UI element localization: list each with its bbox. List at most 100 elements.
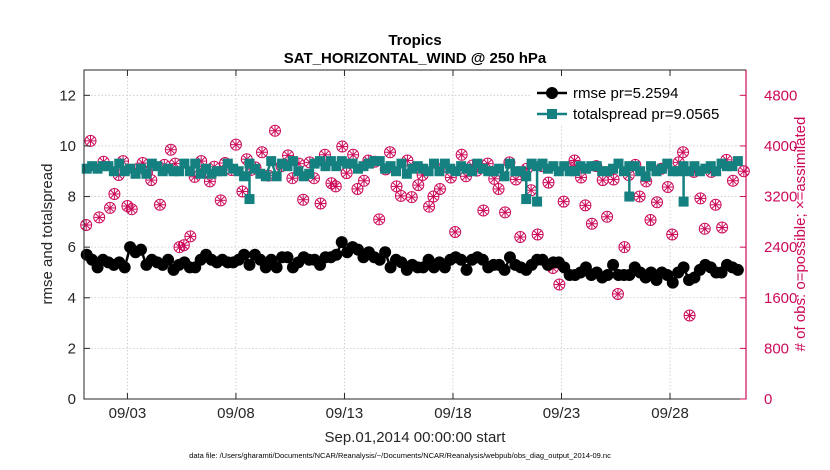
y2-tick-label: 4000 <box>764 138 797 155</box>
totalspread-marker <box>244 158 255 169</box>
obs-marker <box>286 172 299 185</box>
x-tick-label: 09/28 <box>651 405 689 422</box>
totalspread-marker <box>179 158 190 169</box>
x-tick-label: 09/18 <box>434 405 472 422</box>
obs-marker <box>384 146 397 159</box>
obs-possible-circle <box>93 211 106 224</box>
totalspread-marker <box>532 161 543 172</box>
obs-possible-circle <box>611 287 624 300</box>
y-tick-label: 0 <box>68 391 76 408</box>
totalspread-marker <box>114 158 125 169</box>
obs-possible-circle <box>542 176 555 189</box>
totalspread-marker <box>488 166 499 177</box>
y2-axis-label: # of obs: o=possible; ×=assimilated <box>792 117 809 352</box>
obs-possible-circle <box>492 182 505 195</box>
obs-marker <box>297 193 310 206</box>
obs-marker <box>601 210 614 223</box>
totalspread-marker <box>521 171 532 182</box>
obs-marker <box>433 182 446 195</box>
totalspread-marker <box>678 161 689 172</box>
totalspread-marker <box>92 163 103 174</box>
totalspread-marker <box>380 163 391 174</box>
rmse-marker <box>498 263 511 276</box>
obs-possible-circle <box>214 194 227 207</box>
obs-marker <box>661 181 674 194</box>
obs-possible-circle <box>553 278 566 291</box>
y2-tick-label: 1600 <box>764 290 797 307</box>
totalspread-marker <box>526 158 537 169</box>
totalspread-marker <box>418 163 429 174</box>
totalspread-marker <box>304 168 315 179</box>
obs-marker <box>314 197 327 210</box>
obs-marker <box>455 148 468 161</box>
legend-rmse-marker <box>546 87 558 99</box>
totalspread-marker <box>591 161 602 172</box>
totalspread-marker <box>510 166 521 177</box>
totalspread-marker <box>651 166 662 177</box>
totalspread-marker <box>461 163 472 174</box>
obs-marker <box>575 171 588 184</box>
obs-marker <box>579 199 592 212</box>
totalspread-marker <box>635 166 646 177</box>
chart-subtitle: SAT_HORIZONTAL_WIND @ 250 hPa <box>284 50 547 67</box>
obs-marker <box>427 190 440 203</box>
totalspread-marker <box>391 166 402 177</box>
totalspread-marker <box>336 156 347 167</box>
totalspread-marker <box>613 158 624 169</box>
y-tick-label: 12 <box>59 87 76 104</box>
totalspread-marker <box>249 163 260 174</box>
obs-marker <box>611 287 624 300</box>
totalspread-marker <box>266 156 277 167</box>
obs-marker <box>716 221 729 234</box>
obs-marker <box>694 192 707 205</box>
obs-possible-circle <box>726 174 739 187</box>
obs-possible-circle <box>325 177 338 190</box>
rmse-marker <box>162 253 175 266</box>
obs-marker <box>412 179 425 192</box>
x-tick-label: 09/08 <box>217 405 255 422</box>
totalspread-marker <box>271 171 282 182</box>
obs-marker <box>596 174 609 187</box>
obs-possible-circle <box>121 200 134 213</box>
obs-marker <box>203 175 216 188</box>
obs-marker <box>557 195 570 208</box>
obs-marker <box>351 182 364 195</box>
obs-possible-circle <box>607 173 620 186</box>
obs-possible-circle <box>455 148 468 161</box>
obs-possible-circle <box>644 213 657 226</box>
obs-marker <box>336 140 349 153</box>
obs-possible-circle <box>229 138 242 151</box>
obs-possible-circle <box>412 179 425 192</box>
totalspread-marker <box>331 161 342 172</box>
obs-possible-circle <box>568 154 581 167</box>
obs-possible-circle <box>694 192 707 205</box>
totalspread-marker <box>233 166 244 177</box>
totalspread-marker <box>722 161 733 172</box>
totalspread-marker <box>678 196 689 207</box>
totalspread-marker <box>667 166 678 177</box>
obs-marker <box>449 225 462 238</box>
obs-possible-circle <box>661 181 674 194</box>
totalspread-marker <box>618 166 629 177</box>
totalspread-marker <box>521 194 532 205</box>
obs-marker <box>108 188 121 201</box>
obs-possible-circle <box>104 201 117 214</box>
y-tick-label: 6 <box>68 239 76 256</box>
y2-tick-label: 2400 <box>764 239 797 256</box>
totalspread-marker <box>325 156 336 167</box>
rmse-marker <box>666 276 679 289</box>
totalspread-marker <box>407 163 418 174</box>
obs-marker <box>677 146 690 159</box>
data-file-footer: data file: /Users/gharamti/Documents/NCA… <box>189 451 611 460</box>
totalspread-marker <box>684 166 695 177</box>
totalspread-marker <box>428 158 439 169</box>
totalspread-marker <box>239 171 250 182</box>
totalspread-marker <box>157 166 168 177</box>
obs-marker <box>357 174 370 187</box>
totalspread-marker <box>277 158 288 169</box>
legend-totalspread-marker <box>547 109 557 119</box>
totalspread-marker <box>602 166 613 177</box>
totalspread-marker <box>624 191 635 202</box>
totalspread-marker <box>206 168 217 179</box>
obs-possible-circle <box>255 146 268 159</box>
